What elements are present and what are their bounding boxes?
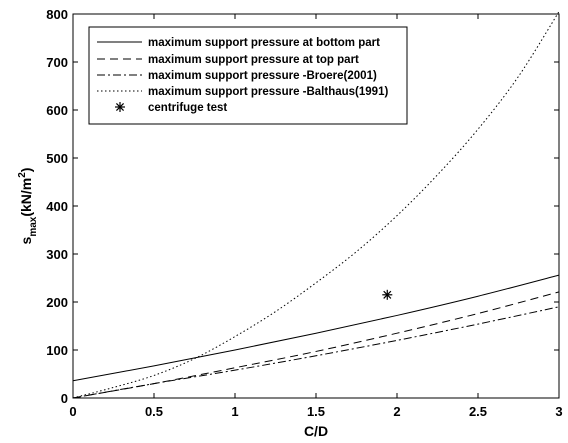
legend-marker-centrifuge — [115, 102, 125, 112]
y-tick-label: 200 — [46, 295, 68, 310]
y-tick-label: 600 — [46, 103, 68, 118]
y-axis-label-unit-sup: 2 — [17, 172, 28, 178]
x-tick-label: 0.5 — [145, 404, 163, 419]
y-axis-label-unit-close: ) — [18, 168, 34, 173]
y-axis-label-sub: max — [28, 216, 39, 236]
y-tick-label: 300 — [46, 247, 68, 262]
x-tick-label: 0 — [69, 404, 76, 419]
y-tick-label: 400 — [46, 199, 68, 214]
legend-label-broere: maximum support pressure -Broere(2001) — [148, 70, 377, 82]
series-line-maximum-support-pressure-at-bottom-part — [72, 274, 560, 382]
x-tick-label: 2.5 — [469, 404, 487, 419]
x-tick-label: 2 — [393, 404, 400, 419]
ticks-layer: 0 0.5 1 1.5 2 2.5 3 0 100 200 300 400 500 600 700 800 — [46, 7, 562, 419]
y-tick-label: 0 — [61, 391, 68, 406]
x-tick-label: 3 — [555, 404, 562, 419]
series-layer — [72, 11, 560, 399]
y-tick-label: 800 — [46, 7, 68, 22]
legend-label-balthaus: maximum support pressure -Balthaus(1991) — [148, 86, 388, 98]
series-line-maximum-support-pressure-broere-2001 — [72, 306, 560, 399]
x-axis-label: C/D — [304, 423, 328, 439]
x-tick-label: 1 — [231, 404, 238, 419]
y-axis-label-unit: (kN/m — [18, 178, 34, 217]
y-axis-label-main: s — [18, 236, 34, 244]
data-point-centrifuge-test — [382, 289, 393, 300]
legend-label-top: maximum support pressure at top part — [148, 54, 359, 66]
legend-label-centrifuge: centrifuge test — [148, 102, 227, 114]
y-tick-label: 700 — [46, 55, 68, 70]
y-tick-label: 500 — [46, 151, 68, 166]
y-axis-label: smax(kN/m2) — [17, 168, 39, 245]
series-line-maximum-support-pressure-balthaus-1991 — [72, 11, 560, 399]
y-tick-label: 100 — [46, 343, 68, 358]
legend-label-bottom: maximum support pressure at bottom part — [148, 37, 380, 49]
x-tick-label: 1.5 — [307, 404, 325, 419]
legend: maximum support pressure at bottom part … — [88, 26, 408, 125]
